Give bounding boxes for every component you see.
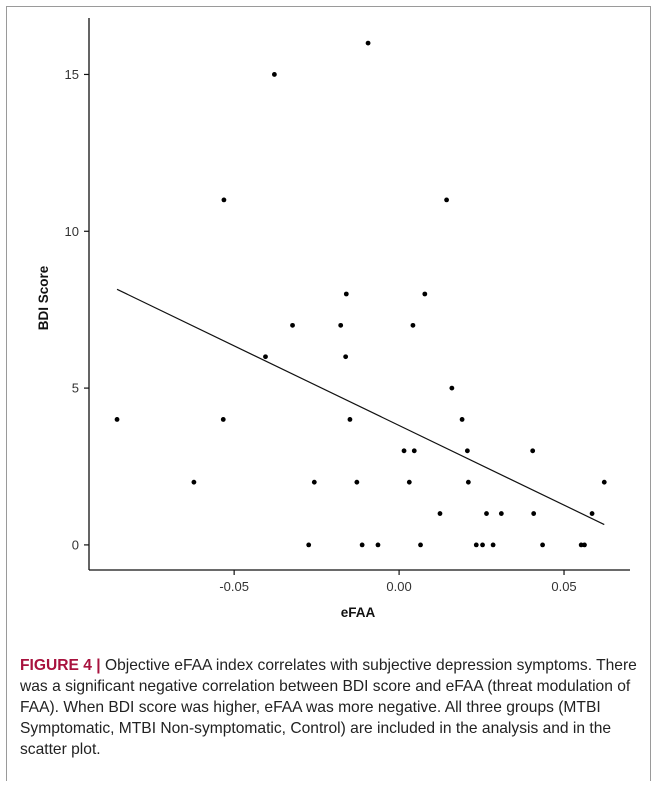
data-point xyxy=(449,386,454,391)
y-tick-label: 10 xyxy=(65,224,79,239)
data-point xyxy=(343,354,348,359)
data-point xyxy=(418,543,423,548)
regression-line xyxy=(117,289,604,524)
data-point xyxy=(376,543,381,548)
data-point xyxy=(407,480,412,485)
x-tick-label: -0.05 xyxy=(219,579,249,594)
data-point xyxy=(422,292,427,297)
x-axis-label: eFAA xyxy=(341,605,376,620)
caption-text: Objective eFAA index correlates with sub… xyxy=(20,657,637,758)
axes xyxy=(89,18,630,570)
data-point xyxy=(460,417,465,422)
x-tick-label: 0.00 xyxy=(386,579,411,594)
data-point xyxy=(263,354,268,359)
data-point xyxy=(590,511,595,516)
data-point xyxy=(354,480,359,485)
data-point xyxy=(480,543,485,548)
data-point xyxy=(484,511,489,516)
data-point xyxy=(411,323,416,328)
scatter-chart: -0.05 0.00 0.05 0 5 10 15 eFAA BDI Score xyxy=(0,0,657,640)
data-point xyxy=(192,480,197,485)
data-point xyxy=(338,323,343,328)
data-point xyxy=(602,480,607,485)
data-point xyxy=(465,448,470,453)
data-point xyxy=(360,543,365,548)
data-points xyxy=(115,41,607,548)
data-point xyxy=(344,292,349,297)
data-point xyxy=(115,417,120,422)
data-point xyxy=(366,41,371,46)
data-point xyxy=(222,198,227,203)
data-point xyxy=(491,543,496,548)
x-tick-label: 0.05 xyxy=(551,579,576,594)
data-point xyxy=(348,417,353,422)
y-tick-label: 5 xyxy=(72,381,79,396)
data-point xyxy=(312,480,317,485)
data-point xyxy=(412,448,417,453)
data-point xyxy=(531,511,536,516)
data-point xyxy=(474,543,479,548)
data-point xyxy=(582,543,587,548)
y-tick-label: 0 xyxy=(72,537,79,552)
data-point xyxy=(466,480,471,485)
figure-label: FIGURE 4 | xyxy=(20,657,101,674)
y-axis-label: BDI Score xyxy=(36,265,51,330)
data-point xyxy=(290,323,295,328)
y-tick-label: 15 xyxy=(65,67,79,82)
data-point xyxy=(530,448,535,453)
data-point xyxy=(272,72,277,77)
data-point xyxy=(540,543,545,548)
data-point xyxy=(444,198,449,203)
data-point xyxy=(438,511,443,516)
data-point xyxy=(221,417,226,422)
data-point xyxy=(306,543,311,548)
figure-caption: FIGURE 4 | Objective eFAA index correlat… xyxy=(20,655,640,760)
data-point xyxy=(402,448,407,453)
data-point xyxy=(499,511,504,516)
